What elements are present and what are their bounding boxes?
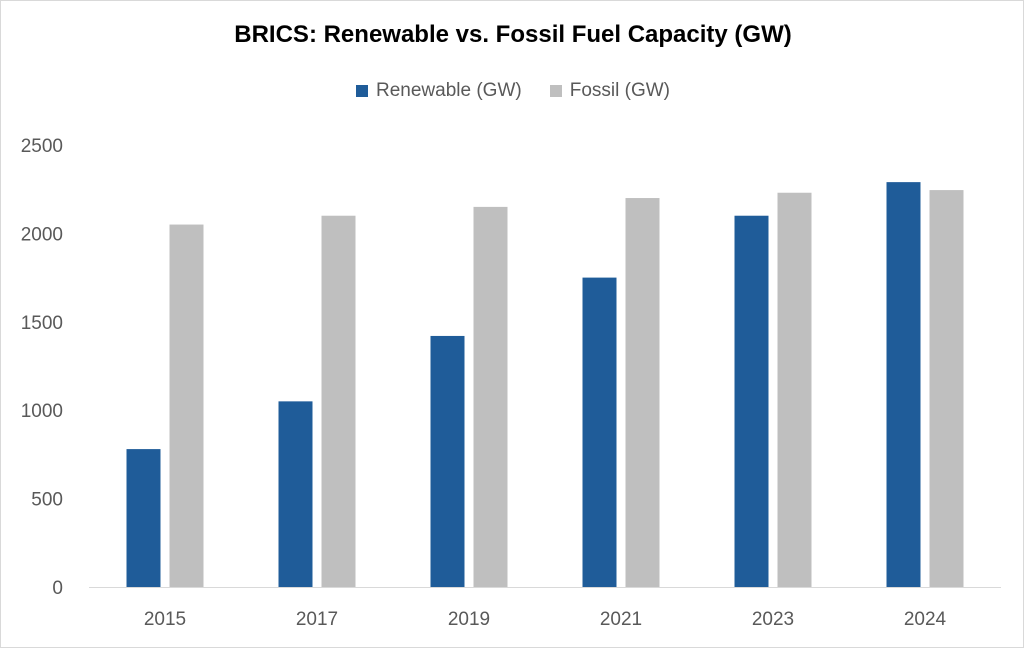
bar-fossil-2015	[169, 224, 204, 587]
x-tick-label: 2019	[448, 609, 490, 630]
x-tick-label: 2021	[600, 609, 642, 630]
legend-label-renewable: Renewable (GW)	[376, 80, 522, 101]
legend-swatch-renewable	[356, 85, 368, 97]
legend-item-renewable: Renewable (GW)	[356, 80, 522, 102]
legend-item-fossil: Fossil (GW)	[549, 80, 670, 102]
legend: Renewable (GW) Fossil (GW)	[1, 80, 1024, 102]
bar-fossil-2017	[321, 215, 356, 587]
y-tick-label: 2500	[21, 136, 63, 157]
bar-fossil-2023	[777, 192, 812, 587]
bar-fossil-2024	[929, 190, 964, 588]
bar-renewable-2024	[886, 182, 921, 588]
bar-renewable-2015	[126, 449, 161, 587]
bar-fossil-2021	[625, 198, 660, 588]
legend-label-fossil: Fossil (GW)	[569, 80, 670, 101]
y-tick-label: 1000	[21, 401, 63, 422]
legend-swatch-fossil	[549, 85, 562, 97]
y-tick-label: 2000	[21, 224, 63, 245]
bar-renewable-2019	[430, 335, 465, 587]
bar-renewable-2023	[734, 215, 769, 587]
x-tick-label: 2017	[296, 609, 338, 630]
y-tick-label: 1500	[21, 313, 63, 334]
x-tick-label: 2015	[144, 609, 186, 630]
y-tick-label: 500	[31, 490, 63, 511]
chart-title: BRICS: Renewable vs. Fossil Fuel Capacit…	[234, 21, 792, 48]
bar-fossil-2019	[473, 206, 508, 587]
x-tick-label: 2023	[752, 609, 794, 630]
x-tick-label: 2024	[904, 609, 947, 630]
bar-renewable-2021	[582, 277, 617, 587]
y-tick-label: 0	[52, 578, 63, 599]
bar-renewable-2017	[278, 401, 313, 587]
